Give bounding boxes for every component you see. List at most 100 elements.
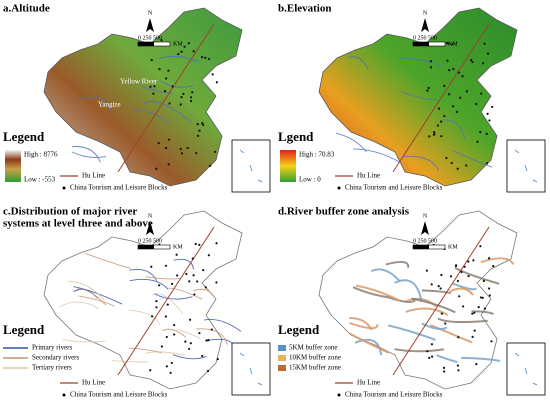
- north-arrow: [421, 221, 429, 235]
- block-dot: [426, 350, 429, 353]
- block-dot: [155, 306, 158, 309]
- river: [421, 322, 448, 330]
- block-dot: [198, 129, 201, 132]
- north-arrow: [421, 18, 429, 32]
- block-dot: [196, 280, 199, 283]
- inset-frame: [506, 139, 546, 193]
- block-dot: [485, 132, 488, 135]
- block-dot: [160, 39, 163, 42]
- block-dot: [150, 58, 153, 62]
- block-dot: [164, 315, 167, 318]
- block-dot: [158, 68, 161, 71]
- ramp-low: Low : 0: [299, 176, 321, 184]
- legend-item: 10KM buffer zone: [289, 354, 341, 362]
- legend-item: 15KM buffer zone: [289, 364, 341, 372]
- block-dot: [180, 50, 183, 53]
- block-dot: [193, 293, 196, 296]
- block-dot: [207, 254, 210, 257]
- block-dot: [157, 142, 160, 145]
- block-dot: [165, 365, 168, 368]
- china-map: [43, 7, 243, 187]
- block-dot: [444, 322, 447, 325]
- river: [78, 295, 115, 307]
- legend-title: Legend: [3, 129, 45, 144]
- block-dot: [215, 81, 218, 84]
- river: [388, 296, 416, 304]
- block-dot: [191, 91, 194, 94]
- river: [370, 268, 401, 282]
- river: [129, 278, 169, 290]
- river: [387, 324, 436, 341]
- block-dot: [439, 120, 443, 123]
- block-dot: [165, 77, 168, 80]
- block-dot: [173, 323, 176, 327]
- block-dot: [200, 56, 204, 59]
- block-dot: [430, 343, 434, 346]
- block-dot: [175, 253, 178, 256]
- scale-bar-fill: [138, 42, 154, 46]
- block-dot: [482, 62, 485, 65]
- block-dot: [476, 140, 479, 143]
- block-dot: [456, 364, 459, 367]
- block-dot: [195, 151, 198, 155]
- river: [405, 307, 449, 316]
- scale-label: 0 250 500: [138, 35, 162, 41]
- block-dot: [475, 102, 478, 106]
- block-dot: [169, 371, 172, 374]
- block-dot: [215, 281, 218, 284]
- legend-ramp: [5, 150, 21, 182]
- block-dot: [439, 287, 442, 290]
- block-dot: [425, 269, 428, 272]
- map-label: Yangtze: [98, 101, 121, 109]
- block-dot: [211, 73, 214, 76]
- block-dot: [196, 122, 199, 126]
- block-dot: [188, 347, 191, 351]
- block-dot: [462, 305, 465, 308]
- river: [172, 354, 207, 360]
- hu-line: [117, 23, 215, 173]
- river: [449, 287, 474, 296]
- block-dot: [452, 105, 455, 108]
- river: [394, 348, 445, 353]
- block-dot: [465, 90, 469, 93]
- block-dot: [449, 275, 453, 278]
- river: [347, 56, 369, 70]
- legend-hu: Hu Line: [357, 172, 380, 180]
- river: [71, 151, 107, 158]
- block-dot: [149, 85, 152, 88]
- block-dot: [479, 296, 482, 299]
- block-dot: [207, 57, 211, 61]
- block-dot: [475, 363, 478, 366]
- river: [403, 155, 440, 171]
- block-dot: [176, 274, 179, 277]
- legend-item: Tertiary rivers: [32, 364, 72, 372]
- block-dot: [164, 146, 168, 150]
- scale-bar-fill: [413, 42, 429, 46]
- panel-title: a.Altitude: [3, 3, 50, 15]
- block-dot: [472, 259, 475, 262]
- block-dot: [196, 134, 200, 137]
- block-dot: [465, 164, 468, 167]
- block-dot: [188, 280, 191, 283]
- legend-item: 5KM buffer zone: [289, 344, 337, 352]
- block-dot: [171, 282, 174, 286]
- block-dot: [150, 265, 153, 268]
- north-label: N: [148, 10, 153, 16]
- block-dot: [168, 102, 171, 105]
- river: [129, 268, 158, 281]
- block-dot: [455, 110, 459, 114]
- river: [173, 258, 195, 270]
- block-dot: [433, 131, 436, 134]
- block-dot: [198, 243, 201, 246]
- panel-title: c.Distribution of major river: [3, 206, 137, 218]
- block-dot: [180, 96, 183, 99]
- block-dot: [458, 295, 461, 298]
- block-dot: [185, 272, 188, 276]
- block-dot: [486, 112, 489, 115]
- legend-blocks: China Tourism and Leisure Blocks: [70, 184, 168, 192]
- river: [454, 266, 500, 285]
- block-dot: [163, 90, 167, 93]
- block-dot: [479, 130, 482, 134]
- block-dot: [471, 60, 474, 64]
- hu-line: [117, 226, 215, 376]
